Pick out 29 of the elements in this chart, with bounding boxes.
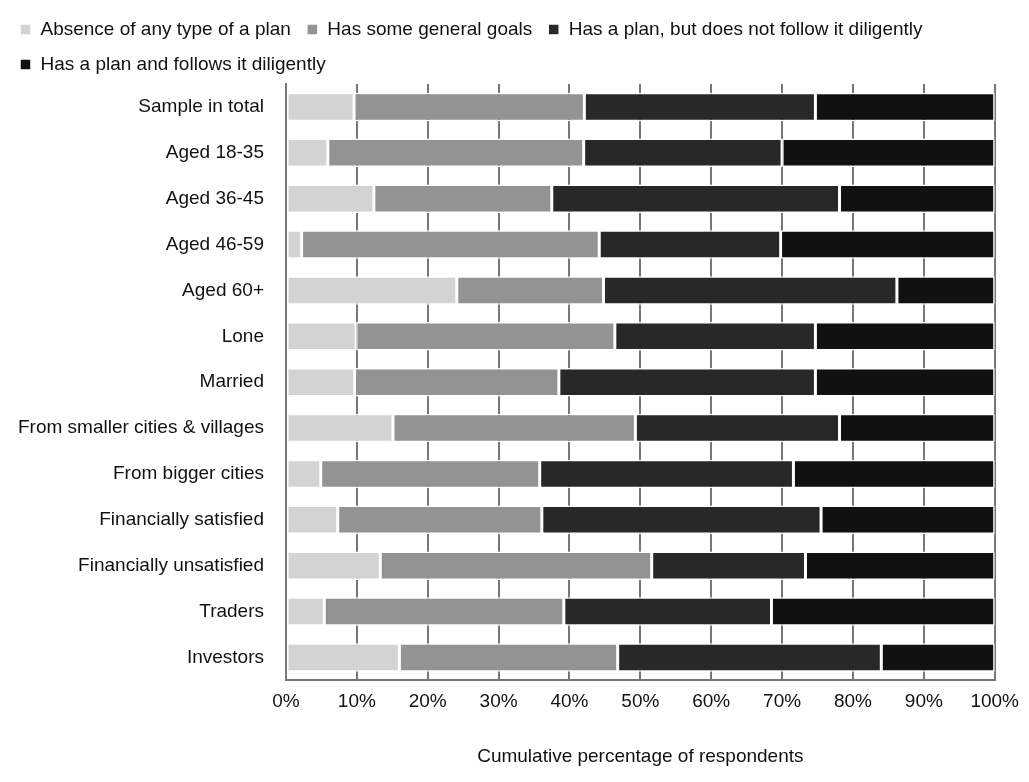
x-tick-label: 50% (621, 690, 660, 712)
x-tick-label: 60% (692, 690, 731, 712)
legend-label: Absence of any type of a plan (40, 17, 291, 39)
x-tick-label: 100% (970, 690, 1020, 712)
y-tick-label: Married (199, 370, 264, 392)
y-tick-label: Financially unsatisfied (78, 553, 264, 575)
y-tick-label: Investors (186, 645, 264, 667)
x-tick-label: 10% (337, 690, 376, 712)
y-tick-label: Sample in total (138, 95, 264, 117)
legend-label: Has a plan, but does not follow it diligently (568, 17, 924, 39)
x-tick-label: 40% (550, 690, 589, 712)
y-tick-label: Traders (199, 599, 264, 621)
legend-label: Has some general goals (327, 17, 533, 39)
x-tick-label: 30% (479, 690, 518, 712)
y-tick-label: Aged 36-45 (165, 186, 264, 208)
x-axis-title: Cumulative percentage of respondents (477, 744, 804, 766)
y-tick-label: Aged 60+ (182, 278, 264, 300)
y-tick-label: From smaller cities & villages (18, 416, 264, 438)
legend-label: Has a plan and follows it diligently (40, 52, 327, 74)
y-tick-label: Aged 18-35 (165, 141, 264, 163)
x-tick-label: 70% (763, 690, 802, 712)
y-tick-label: From bigger cities (113, 462, 264, 484)
y-tick-label: Aged 46-59 (165, 232, 264, 254)
x-tick-label: 0% (272, 690, 300, 712)
y-tick-label: Lone (221, 324, 264, 346)
x-tick-label: 90% (904, 690, 943, 712)
y-tick-label: Financially satisfied (99, 508, 264, 530)
x-tick-label: 80% (833, 690, 873, 712)
x-tick-label: 20% (408, 690, 447, 712)
